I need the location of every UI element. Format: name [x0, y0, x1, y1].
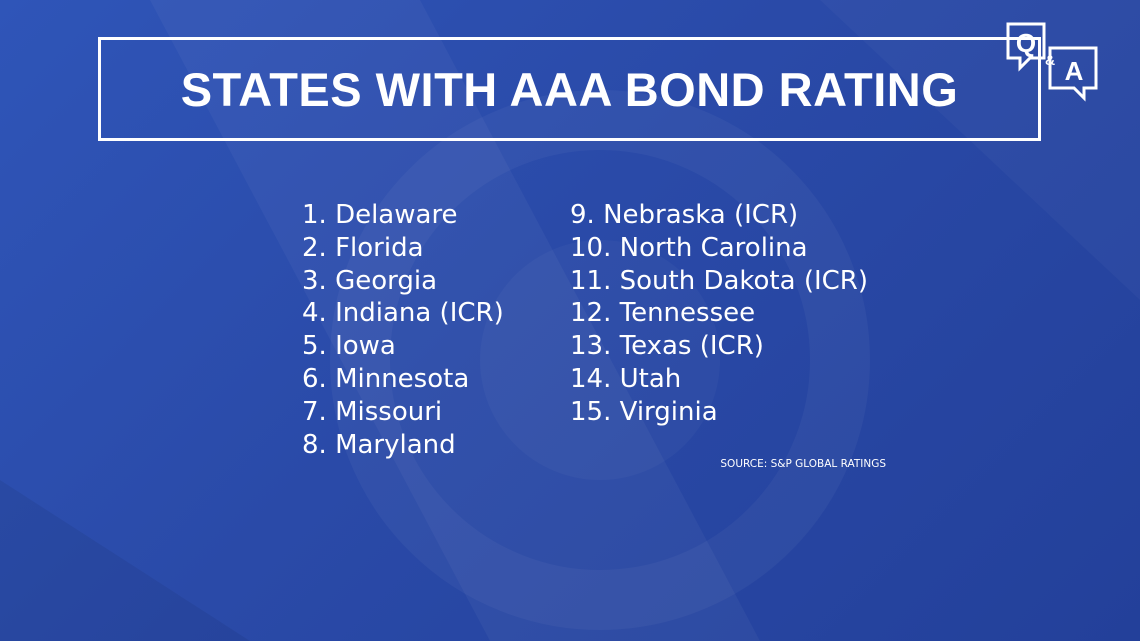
source: SOURCE: S&P GLOBAL RATINGS [720, 458, 886, 470]
state-list-right: 9. Nebraska (ICR) 10. North Carolina 11. S… [570, 199, 868, 429]
state-item: 3. Georgia [302, 265, 438, 296]
state-item: 7. Missouri [302, 396, 443, 427]
title-box: STATES WITH AAA BOND RATING [98, 37, 1041, 141]
state-item: 14. Utah [570, 363, 682, 394]
state-item: 2. Florida [302, 232, 424, 263]
state-list-left: 1. Delaware 2. Florida 3. Georgia 4. Indian… [302, 199, 504, 461]
state-item: 15. Virginia [570, 396, 718, 427]
logo-amp: & [1045, 52, 1055, 68]
state-item: 1. Delaware [302, 200, 458, 230]
logo-a: A [1065, 56, 1084, 86]
qa-logo: Q & A [1006, 22, 1098, 102]
state-item: 8. Maryland [302, 429, 456, 460]
state-item: 4. Indiana (ICR) [302, 298, 504, 329]
title: STATES WITH AAA BOND RATING [180, 62, 959, 116]
state-item: 5. Iowa [302, 331, 396, 362]
state-item: 12. Tennessee [570, 298, 756, 329]
logo-q: Q [1016, 28, 1036, 58]
state-item: 13. Texas (ICR) [570, 331, 764, 362]
state-item: 6. Minnesota [302, 363, 470, 394]
state-item: 11. South Dakota (ICR) [570, 265, 868, 296]
state-item: 10. North Carolina [570, 232, 808, 263]
state-item: 9. Nebraska (ICR) [570, 200, 799, 230]
